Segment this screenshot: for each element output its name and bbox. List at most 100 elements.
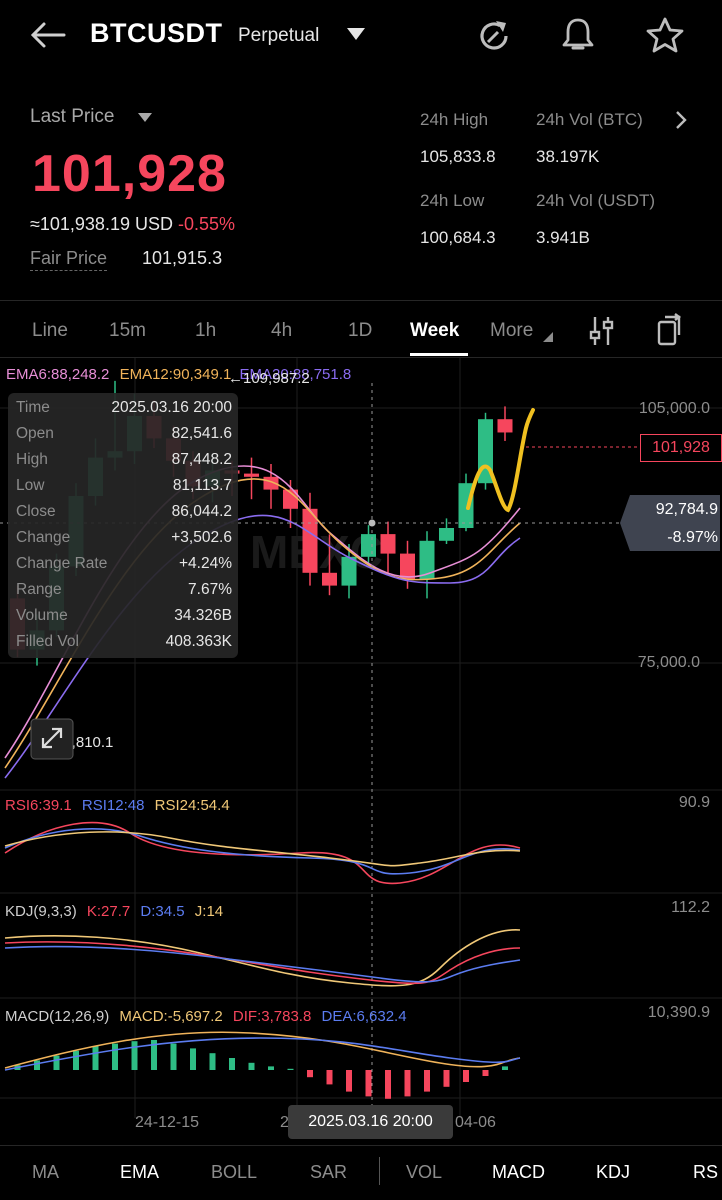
rsi24-line [4,831,521,867]
macd-bar [92,1046,99,1070]
indicator-tab-macd[interactable]: MACD [492,1162,545,1182]
tab-line[interactable]: Line [32,320,68,341]
macd-bar [346,1070,352,1092]
crosshair-price-tag [620,495,720,551]
indicator-tab-vol[interactable]: VOL [406,1162,443,1182]
indicator-tab-sar[interactable]: SAR [310,1162,348,1182]
vol-btc-value: 38.197K [536,147,600,166]
indicator-tab-ema[interactable]: EMA [120,1162,160,1182]
x-axis-date-partial: 2 [280,1114,289,1131]
kdj-axis-label: 112.2 [671,899,710,916]
indicator-tab-rsi[interactable]: RS [693,1162,719,1182]
macd-bar [229,1058,235,1070]
rsi12-line [4,828,521,875]
macd-bar [53,1055,60,1070]
tab-week[interactable]: Week [410,320,460,341]
tab-15m[interactable]: 15m [109,320,146,341]
macd-bar [170,1043,177,1070]
indicator-settings-icon[interactable] [588,315,616,347]
kdj-k-value: K:27.7 [86,903,131,920]
tab-1h[interactable]: 1h [195,320,217,341]
back-arrow-icon[interactable] [28,20,68,50]
rsi-axis-label: 90.9 [678,794,710,811]
expand-icon[interactable] [30,718,74,760]
low-label: 24h Low [420,191,485,210]
macd-dif-value: DIF:3,783.8 [232,1008,312,1025]
candle-body[interactable] [283,489,298,509]
tab-separator [379,1157,380,1185]
candle-body[interactable] [400,553,415,580]
tab-1d[interactable]: 1D [348,320,373,341]
vol-btc-label: 24h Vol (BTC) [536,110,643,129]
macd-bar [73,1050,79,1070]
rsi-legend: RSI6:39.1 RSI12:48 RSI24:54.4 [5,797,230,814]
kdj-d-value: D:34.5 [140,903,185,920]
candle-body[interactable] [419,540,435,580]
ema6-value: EMA6:88,248.2 [6,366,110,383]
indicator-tab-kdj[interactable]: KDJ [596,1162,631,1182]
fair-price-value: 101,915.3 [142,248,223,268]
last-price-tag: 101,928 [640,434,722,462]
macd-dea-value: DEA:6,632.4 [321,1008,407,1025]
crosshair-percent: -8.97% [667,529,718,546]
symbol-title[interactable]: BTCUSDT [90,18,223,48]
rsi6-line [4,821,521,885]
macd-bar [365,1070,372,1097]
macd-name: MACD(12,26,9) [5,1008,110,1025]
last-price-label[interactable]: Last Price [30,106,115,127]
chevron-down-icon[interactable] [346,27,366,41]
candle-body[interactable] [322,572,337,586]
macd-dea-line [4,1037,521,1071]
crosshair-date-tag: 2025.03.16 20:00 [288,1105,453,1139]
macd-bar [463,1070,469,1082]
macd-value: MACD:-5,697.2 [119,1008,223,1025]
divider [0,1145,722,1146]
tab-4h[interactable]: 4h [271,320,293,341]
last-price-value: 101,928 [32,145,227,203]
kdj-legend: KDJ(9,3,3) K:27.7 D:34.5 J:14 [5,903,223,920]
indicator-tab-boll[interactable]: BOLL [211,1162,258,1182]
kdj-panel [4,929,521,987]
usd-equivalent: ≈101,938.19 USD -0.55% [30,214,235,235]
x-axis-date-left: 24-12-15 [135,1114,200,1131]
candle-body[interactable] [341,556,357,586]
rsi12-value: RSI12:48 [81,797,145,814]
fair-price-label[interactable]: Fair Price [30,248,108,271]
candle-body[interactable] [361,534,376,557]
x-axis-date-right: 04-06 [455,1114,496,1131]
axis-label-bottom: 75,000.0 [637,654,700,671]
hand-drawn-annotation [466,408,535,513]
kdj-j-value: J:14 [194,903,224,920]
chevron-right-icon[interactable] [674,110,688,130]
candle-body[interactable] [497,419,513,433]
active-tab-indicator [410,353,468,356]
star-icon[interactable] [645,16,685,54]
refresh-icon[interactable] [476,18,512,54]
candle-body[interactable] [302,508,318,573]
kdj-name: KDJ(9,3,3) [5,903,77,920]
tab-more[interactable]: More [490,320,534,341]
candle-body[interactable] [439,528,454,541]
indicator-tab-ma[interactable]: MA [32,1162,59,1182]
kdj-j-line [4,929,521,987]
usd-price: ≈101,938.19 USD [30,214,173,234]
bell-icon[interactable] [560,16,596,54]
vol-usdt-value: 3.941B [536,228,590,247]
candle-body[interactable] [244,473,259,477]
macd-bar [112,1043,118,1070]
last-price-dropdown-icon[interactable] [137,112,153,123]
rsi-panel [4,821,521,885]
macd-bar [34,1060,40,1070]
macd-bar [502,1066,508,1070]
screen-rotate-icon[interactable] [655,313,685,347]
low-value: 100,684.3 [420,228,496,247]
macd-legend: MACD(12,26,9) MACD:-5,697.2 DIF:3,783.8 … [5,1008,407,1025]
rsi24-value: RSI24:54.4 [154,797,230,814]
candle-body[interactable] [380,534,396,554]
macd-bar [287,1068,294,1070]
change-percent: -0.55% [178,214,236,234]
contract-type[interactable]: Perpetual [238,25,320,46]
macd-bar [326,1070,333,1085]
macd-bar [190,1048,196,1070]
crosshair-price: 92,784.9 [655,501,718,518]
